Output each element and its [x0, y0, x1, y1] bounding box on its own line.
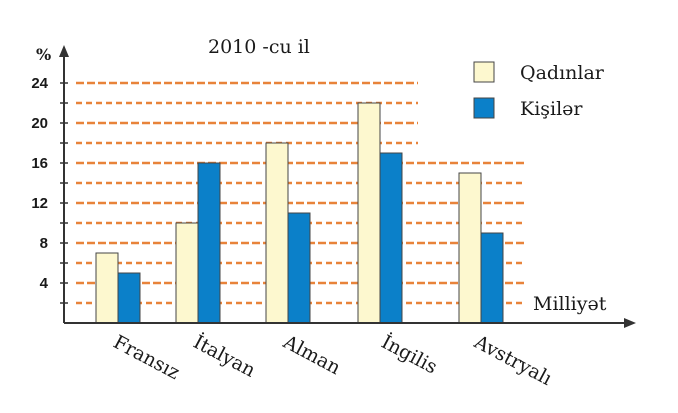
- bar-women-3: [265, 142, 289, 324]
- y-tick-label: 20: [31, 115, 48, 132]
- x-category-label: İtalyan: [190, 330, 260, 382]
- y-ticks: 4 8 12 16 20 24: [31, 75, 68, 304]
- x-category-label: Avstryalı: [470, 331, 556, 391]
- bar-men-2: [197, 162, 221, 324]
- legend-label-women: Qadınlar: [520, 62, 605, 84]
- bar-women-5: [458, 172, 482, 324]
- bars: [95, 102, 504, 324]
- x-category-label: Alman: [279, 331, 344, 380]
- y-tick-label: 24: [31, 75, 48, 92]
- bar-men-3: [287, 212, 311, 324]
- x-category-label: İngilis: [378, 330, 442, 378]
- bar-women-1: [95, 252, 119, 324]
- bar-men-4: [379, 152, 403, 324]
- bar-men-1: [117, 272, 141, 324]
- axes: [59, 45, 636, 328]
- y-tick-label: 4: [40, 275, 49, 292]
- y-tick-label: 16: [31, 155, 48, 172]
- x-categories: Fransız İtalyan Alman İngilis Avstryalı: [110, 330, 556, 390]
- legend-swatch-women: [473, 61, 495, 83]
- chart-title: 2010 -cu il: [208, 36, 310, 58]
- y-tick-label: 8: [40, 235, 48, 252]
- bar-women-2: [175, 222, 199, 324]
- y-tick-label: 12: [31, 195, 48, 212]
- y-axis-unit: %: [36, 45, 51, 64]
- bar-women-4: [357, 102, 381, 324]
- x-axis-arrow: [624, 318, 636, 328]
- y-axis-arrow: [59, 45, 69, 57]
- legend: Qadınlar Kişilər: [473, 61, 605, 120]
- bar-men-5: [480, 232, 504, 324]
- legend-swatch-men: [473, 97, 495, 119]
- x-axis-label: Milliyət: [533, 293, 607, 315]
- x-category-label: Fransız: [110, 331, 184, 384]
- legend-label-men: Kişilər: [520, 98, 583, 120]
